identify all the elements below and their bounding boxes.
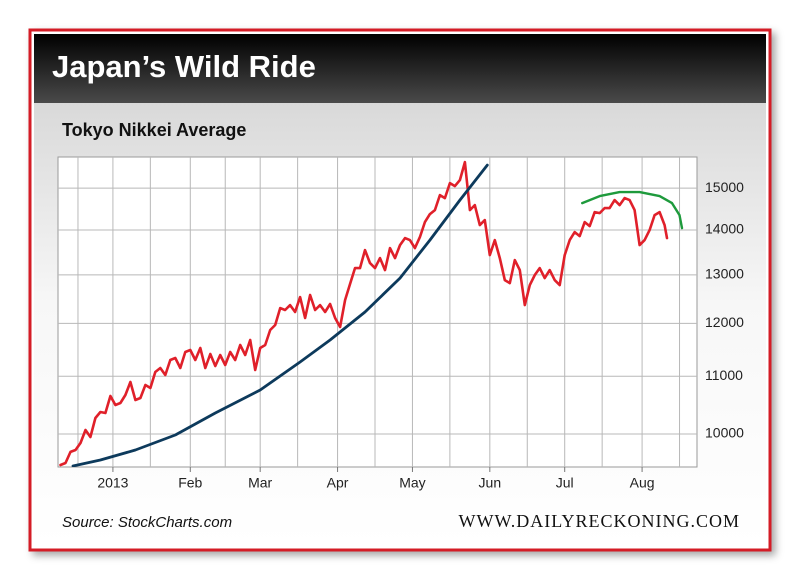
y-tick-label: 15000 — [705, 179, 744, 195]
website: WWW.DAILYRECKONING.COM — [458, 511, 740, 531]
x-tick-label: 2013 — [97, 475, 128, 491]
line — [59, 160, 669, 467]
y-tick-label: 11000 — [705, 367, 743, 383]
y-tick-label: 14000 — [705, 221, 744, 237]
line — [71, 163, 489, 467]
plot-area — [57, 156, 698, 468]
x-tick-label: Feb — [178, 475, 202, 491]
y-tick-label: 13000 — [705, 266, 744, 282]
title-bar — [34, 34, 766, 103]
chart-subtitle: Tokyo Nikkei Average — [62, 120, 246, 140]
source: Source: StockCharts.com — [62, 514, 232, 531]
y-tick-label: 10000 — [705, 425, 744, 441]
x-tick-label: Mar — [248, 475, 272, 491]
chart-title: Japan’s Wild Ride — [52, 49, 316, 84]
x-tick-label: Apr — [327, 475, 349, 491]
x-tick-label: Aug — [630, 475, 655, 491]
x-tick-label: May — [399, 475, 425, 491]
y-tick-label: 12000 — [705, 314, 744, 330]
line — [581, 190, 684, 230]
x-tick-label: Jun — [479, 475, 502, 491]
x-tick-label: Jul — [556, 475, 574, 491]
